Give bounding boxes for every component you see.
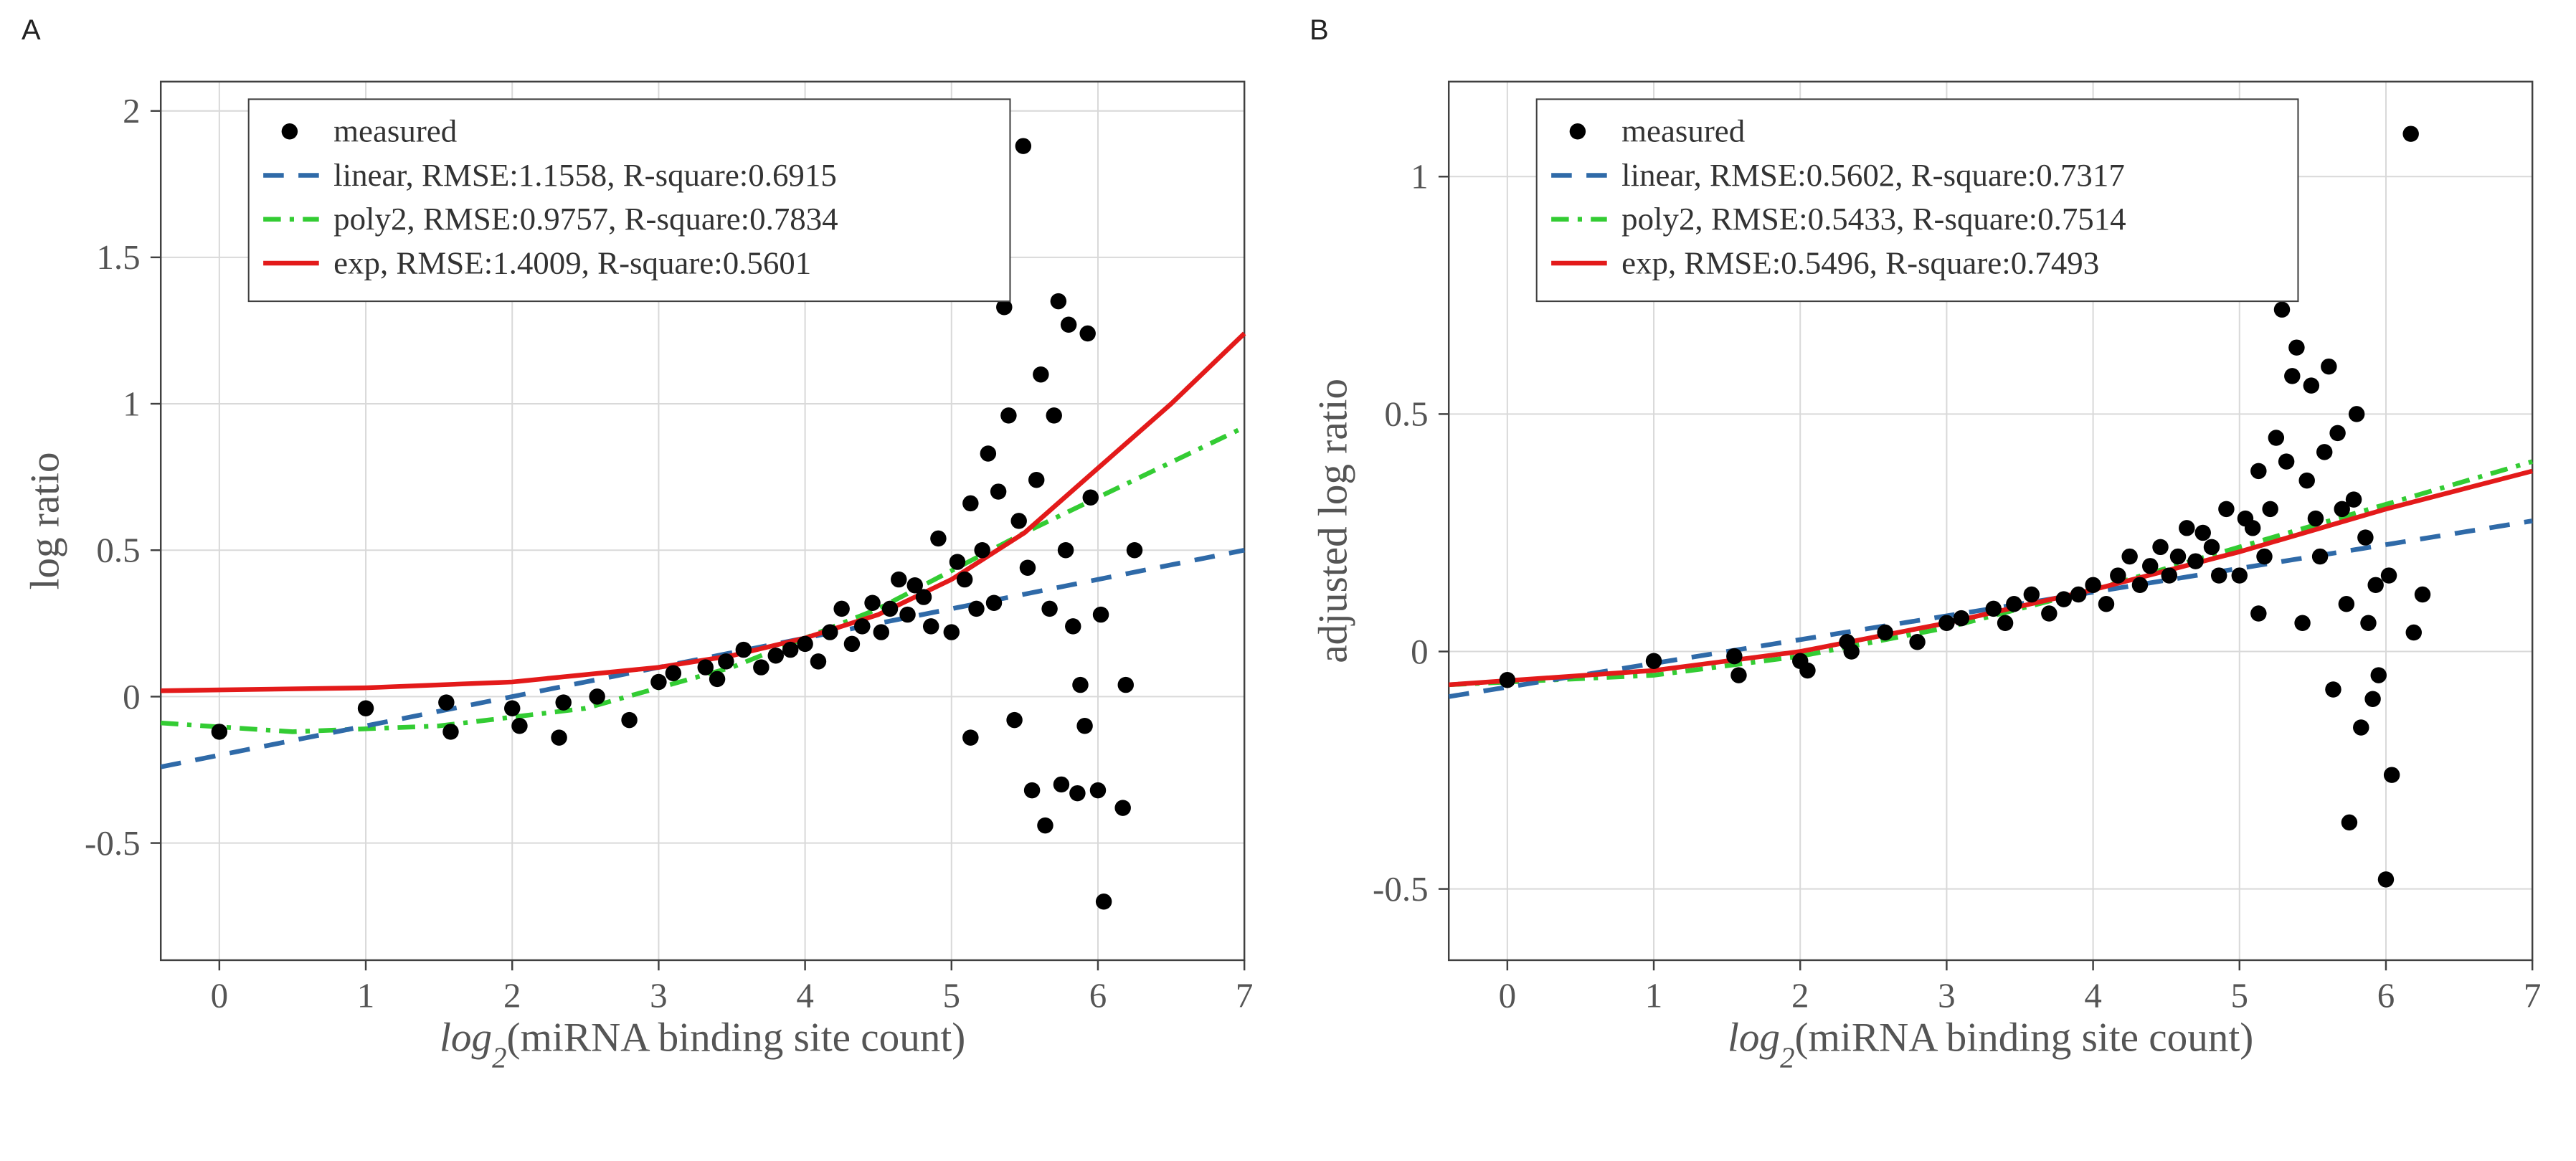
svg-text:log2(miRNA binding site count): log2(miRNA binding site count)	[1728, 1015, 2253, 1074]
svg-text:4: 4	[2084, 975, 2102, 1015]
svg-text:log2(miRNA binding site count): log2(miRNA binding site count)	[440, 1015, 965, 1074]
plot-B: 0 1 2 3 4 5 6 7 -0.5 0 0.5 1 log2(miRNA binding site…	[1302, 52, 2562, 1077]
svg-text:1: 1	[123, 384, 141, 423]
svg-text:2: 2	[503, 975, 521, 1015]
svg-text:measured: measured	[1621, 113, 1745, 149]
svg-text:exp, RMSE:0.5496, R-square:0.7: exp, RMSE:0.5496, R-square:0.7493	[1621, 245, 2099, 280]
svg-text:3: 3	[650, 975, 668, 1015]
svg-text:7: 7	[2524, 975, 2542, 1015]
svg-text:2: 2	[123, 91, 141, 131]
plot-A: 01234567-0.500.511.52log2(miRNA binding …	[14, 52, 1274, 1077]
svg-text:0: 0	[1499, 975, 1517, 1015]
svg-text:linear, RMSE:0.5602, R-square:: linear, RMSE:0.5602, R-square:0.7317	[1621, 157, 2125, 193]
svg-text:6: 6	[1089, 975, 1107, 1015]
svg-text:5: 5	[943, 975, 961, 1015]
svg-text:1: 1	[1411, 157, 1429, 196]
svg-text:4: 4	[796, 975, 814, 1015]
svg-text:0: 0	[1411, 632, 1429, 671]
svg-text:-0.5: -0.5	[85, 823, 141, 863]
figure-container: A 01234567-0.500.511.52log2(miRNA bindin…	[14, 14, 2562, 1077]
svg-text:7: 7	[1236, 975, 1254, 1015]
svg-text:log ratio: log ratio	[22, 452, 67, 589]
svg-text:1: 1	[1645, 975, 1663, 1015]
svg-text:0.5: 0.5	[96, 531, 140, 570]
svg-text:poly2, RMSE:0.5433, R-square:0: poly2, RMSE:0.5433, R-square:0.7514	[1621, 201, 2126, 237]
svg-text:adjusted log ratio: adjusted log ratio	[1310, 379, 1355, 663]
panel-A: A 01234567-0.500.511.52log2(miRNA bindin…	[14, 14, 1274, 1077]
svg-text:0.5: 0.5	[1384, 394, 1428, 434]
panel-label-B: B	[1302, 14, 2562, 47]
svg-text:exp, RMSE:1.4009, R-square:0.5: exp, RMSE:1.4009, R-square:0.5601	[333, 245, 811, 280]
svg-text:6: 6	[2377, 975, 2395, 1015]
panel-label-A: A	[14, 14, 1274, 47]
svg-text:measured: measured	[333, 113, 457, 149]
svg-text:1: 1	[357, 975, 374, 1015]
svg-text:0: 0	[123, 677, 141, 716]
svg-text:-0.5: -0.5	[1373, 869, 1429, 909]
svg-text:2: 2	[1791, 975, 1809, 1015]
panel-B: B 0 1 2 3 4 5 6 7 -0.5 0 0.5 1 log2(miRNA binding si…	[1302, 14, 2562, 1077]
svg-text:0: 0	[211, 975, 229, 1015]
svg-text:linear, RMSE:1.1558, R-square:: linear, RMSE:1.1558, R-square:0.6915	[333, 157, 837, 193]
svg-text:3: 3	[1938, 975, 1956, 1015]
svg-text:1.5: 1.5	[96, 237, 140, 277]
svg-text:poly2, RMSE:0.9757, R-square:0: poly2, RMSE:0.9757, R-square:0.7834	[333, 201, 838, 237]
svg-text:5: 5	[2231, 975, 2249, 1015]
